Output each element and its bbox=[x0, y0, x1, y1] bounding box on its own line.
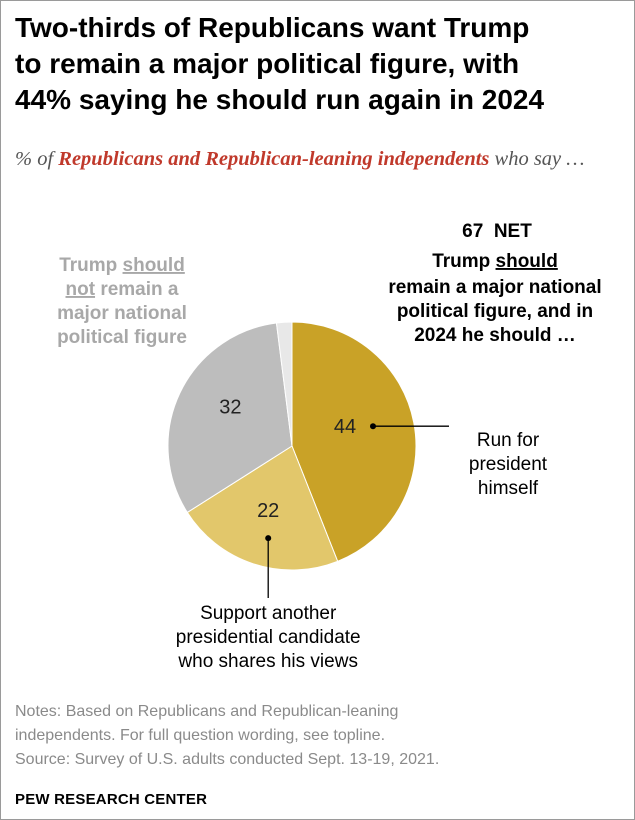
brand-logo-text: PEW RESEARCH CENTER bbox=[15, 791, 208, 808]
slice-value-support: 22 bbox=[257, 500, 279, 522]
pie-slice-run bbox=[291, 321, 417, 562]
title-line-1: Two-thirds of Republicans want Trump bbox=[15, 12, 530, 43]
slice-value-run: 44 bbox=[334, 416, 356, 438]
chart-notes: Notes: Based on Republicans and Republic… bbox=[15, 700, 615, 772]
pie-slice-support bbox=[186, 445, 339, 571]
subtitle-highlight: Republicans and Republican-leaning indep… bbox=[58, 148, 490, 170]
source-line: Source: Survey of U.S. adults conducted … bbox=[15, 751, 440, 768]
pie-slice-no_answer bbox=[275, 321, 293, 447]
label-run-line-1: Run for bbox=[477, 430, 540, 451]
chart-title: Two-thirds of Republicans want Trump to … bbox=[15, 10, 625, 118]
net-label-line-2: remain a major national bbox=[388, 277, 601, 298]
label-not-remain-line-4: political figure bbox=[57, 327, 187, 348]
net-word: NET bbox=[483, 221, 532, 242]
label-run-line-3: himself bbox=[478, 478, 539, 499]
pie-slice-not_remain bbox=[167, 322, 293, 514]
net-label-line-4: 2024 he should … bbox=[414, 325, 576, 346]
net-value: 67 bbox=[462, 221, 483, 242]
notes-line-2: independents. For full question wording,… bbox=[15, 727, 386, 744]
label-run-line-2: president bbox=[469, 454, 548, 475]
slice-value-not_remain: 32 bbox=[219, 396, 241, 418]
chart-subtitle: % of Republicans and Republican-leaning … bbox=[15, 145, 615, 174]
label-not-remain-line-1: Trump should bbox=[59, 255, 185, 276]
label-not-remain-line-3: major national bbox=[57, 303, 187, 324]
label-support-line-3: who shares his views bbox=[177, 651, 358, 672]
label-not-remain-line-2: not remain a bbox=[66, 279, 179, 300]
net-label-line-3: political figure, and in bbox=[397, 301, 593, 322]
subtitle-suffix: who say … bbox=[489, 148, 585, 170]
title-line-2: to remain a major political figure, with bbox=[15, 48, 520, 79]
subtitle-prefix: % of bbox=[15, 148, 59, 170]
label-support-line-1: Support another bbox=[200, 603, 337, 624]
title-line-3: 44% saying he should run again in 2024 bbox=[15, 84, 545, 115]
net-heading: 67 NET bbox=[462, 221, 532, 242]
net-label-line-1: Trump should bbox=[432, 251, 558, 272]
pie-chart: 32 22 44 Run for president himself Support ano… bbox=[57, 221, 602, 672]
label-support-line-2: presidential candidate bbox=[176, 627, 361, 648]
notes-line-1: Notes: Based on Republicans and Republic… bbox=[15, 703, 399, 720]
